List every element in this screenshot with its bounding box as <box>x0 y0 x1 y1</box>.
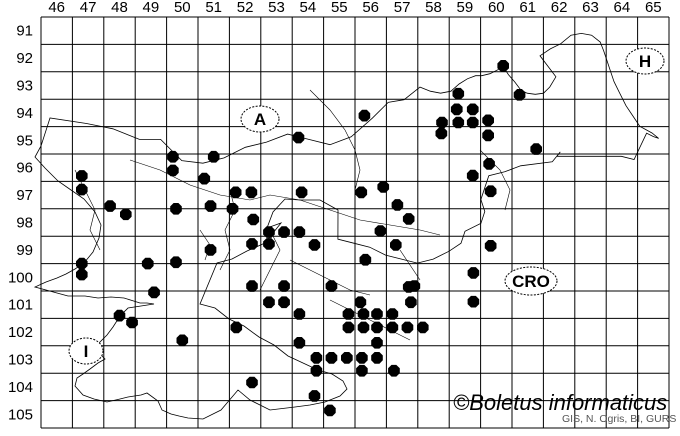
svg-text:50: 50 <box>174 0 191 16</box>
svg-text:56: 56 <box>362 0 379 16</box>
svg-text:105: 105 <box>8 406 33 423</box>
svg-text:104: 104 <box>8 379 33 396</box>
svg-text:58: 58 <box>425 0 442 16</box>
svg-text:57: 57 <box>394 0 411 16</box>
svg-text:©Boletus informaticus: ©Boletus informaticus <box>453 390 667 415</box>
svg-text:61: 61 <box>519 0 536 16</box>
svg-text:54: 54 <box>300 0 317 16</box>
svg-text:94: 94 <box>16 105 33 122</box>
svg-text:47: 47 <box>80 0 97 16</box>
svg-text:65: 65 <box>645 0 662 16</box>
svg-text:GIS, N. Ogris, BI, GURS: GIS, N. Ogris, BI, GURS <box>562 413 676 425</box>
svg-text:99: 99 <box>16 242 33 259</box>
svg-text:64: 64 <box>614 0 631 16</box>
svg-text:101: 101 <box>8 297 33 314</box>
svg-text:63: 63 <box>582 0 599 16</box>
svg-text:48: 48 <box>111 0 128 16</box>
svg-text:55: 55 <box>331 0 348 16</box>
svg-text:92: 92 <box>16 50 33 67</box>
svg-text:52: 52 <box>237 0 254 16</box>
svg-text:102: 102 <box>8 324 33 341</box>
svg-text:53: 53 <box>268 0 285 16</box>
svg-text:A: A <box>254 110 266 129</box>
svg-text:51: 51 <box>205 0 222 16</box>
svg-text:49: 49 <box>143 0 160 16</box>
svg-text:96: 96 <box>16 160 33 177</box>
svg-text:95: 95 <box>16 132 33 149</box>
svg-text:46: 46 <box>48 0 65 16</box>
svg-text:I: I <box>84 342 89 361</box>
svg-text:H: H <box>639 52 651 71</box>
svg-text:100: 100 <box>8 269 33 286</box>
svg-text:97: 97 <box>16 187 33 204</box>
svg-text:62: 62 <box>551 0 568 16</box>
svg-text:98: 98 <box>16 215 33 232</box>
svg-text:60: 60 <box>488 0 505 16</box>
svg-text:CRO: CRO <box>512 272 550 291</box>
svg-text:91: 91 <box>16 23 33 40</box>
svg-text:93: 93 <box>16 78 33 95</box>
svg-text:59: 59 <box>457 0 474 16</box>
svg-text:103: 103 <box>8 352 33 369</box>
